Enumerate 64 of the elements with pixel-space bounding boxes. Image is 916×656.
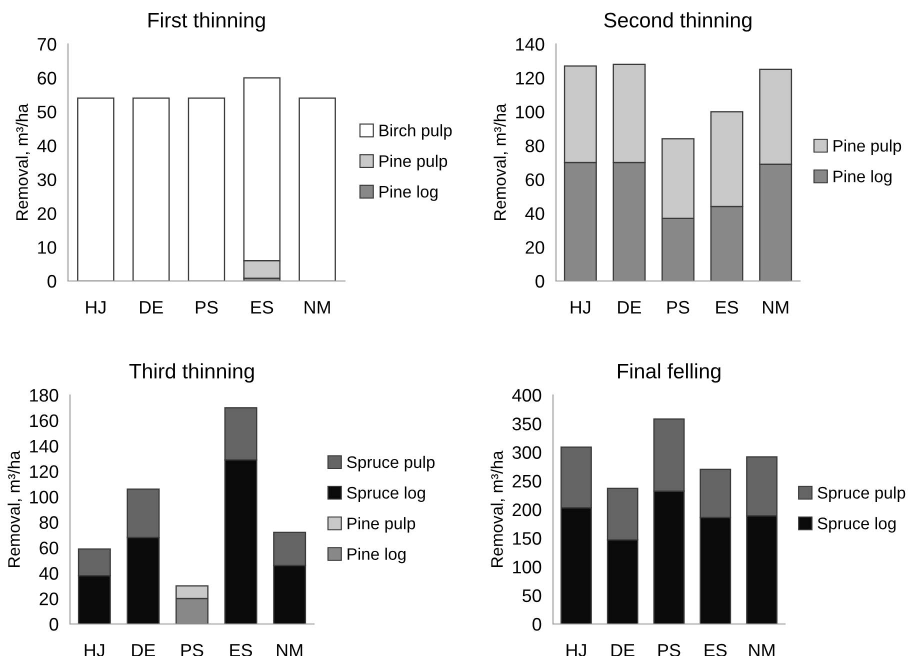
y-tick-label: 120 [516, 72, 544, 85]
x-tick-label: DE [140, 301, 163, 314]
x-tick-label: NM [304, 301, 330, 314]
legend-label: Pine log [834, 170, 892, 186]
y-tick-label: 60 [40, 542, 58, 554]
x-tick-label: PS [196, 300, 218, 314]
x-tick-label: DE [618, 301, 641, 314]
chart-title: Second thinning [604, 12, 752, 32]
x-tick-label: HJ [570, 301, 590, 314]
y-tick-label: 20 [38, 207, 56, 220]
y-tick-label: 60 [38, 72, 56, 85]
y-axis-title: Removal, m³/ha [490, 450, 505, 567]
x-tick-label: HJ [86, 301, 106, 314]
y-tick-label: 150 [513, 532, 542, 545]
legend-label: Spruce pulp [818, 486, 906, 502]
y-tick-label: 30 [37, 173, 56, 186]
y-tick-label: 80 [526, 140, 544, 152]
y-tick-label: 100 [516, 106, 544, 118]
y-tick-label: 0 [48, 274, 56, 288]
y-tick-label: 100 [30, 490, 58, 504]
x-tick-label: ES [716, 300, 738, 314]
y-tick-label: 400 [512, 388, 542, 402]
legend-label: Birch pulp [380, 124, 452, 140]
legend-label: Pine log [348, 548, 406, 564]
y-tick-label: 0 [536, 274, 544, 288]
y-tick-label: 120 [30, 465, 58, 478]
y-tick-label: 250 [512, 474, 542, 488]
y-tick-label: 140 [30, 440, 58, 453]
chart-title: Third thinning [129, 363, 254, 383]
y-axis-title: Removal, m³/ha [16, 104, 30, 220]
chart-title: Final felling [618, 363, 720, 383]
y-tick-label: 180 [30, 388, 58, 402]
y-tick-label: 40 [37, 140, 56, 152]
y-tick-label: 80 [40, 516, 58, 529]
x-tick-label: PS [667, 300, 690, 314]
legend-label: Spruce pulp [347, 456, 435, 472]
y-axis-title: Removal, m³/ha [8, 450, 22, 567]
y-tick-label: 60 [526, 173, 544, 186]
x-tick-label: NM [763, 301, 788, 314]
y-tick-label: 20 [526, 241, 544, 254]
y-tick-label: 40 [525, 207, 544, 220]
y-tick-label: 20 [40, 592, 58, 606]
y-tick-label: 10 [38, 241, 56, 254]
y-tick-label: 140 [516, 38, 544, 51]
legend-label: Spruce log [347, 486, 425, 502]
y-tick-label: 160 [30, 414, 58, 428]
legend-label: Pine log [380, 185, 438, 201]
legend-label: Spruce log [818, 517, 896, 533]
y-tick-label: 50 [38, 106, 56, 118]
y-axis-title: Removal, m³/ha [494, 104, 508, 220]
y-tick-label: 350 [512, 418, 542, 430]
y-tick-label: 0 [50, 618, 58, 631]
legend-label: Pine pulp [834, 139, 902, 155]
legend-label: Pine pulp [348, 517, 416, 533]
y-tick-label: 0 [532, 618, 542, 631]
y-tick-label: 50 [522, 589, 542, 602]
legend-label: Pine pulp [380, 154, 448, 170]
y-tick-label: 100 [513, 560, 542, 574]
y-tick-label: 40 [39, 567, 58, 580]
y-tick-label: 200 [512, 503, 542, 516]
chart-title: First thinning [148, 12, 265, 32]
x-tick-label: ES [251, 300, 274, 314]
y-tick-label: 300 [512, 446, 542, 459]
y-tick-label: 70 [38, 38, 56, 51]
